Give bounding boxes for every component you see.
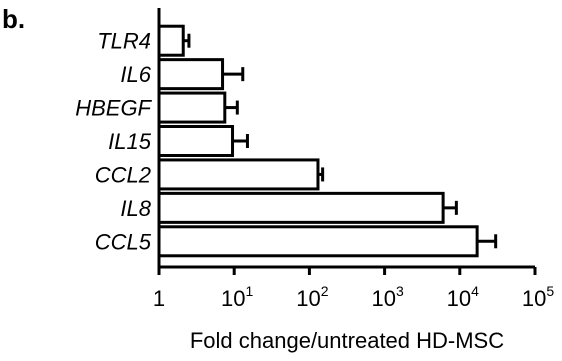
x-tick-label: 104 xyxy=(447,283,479,311)
bar-il8 xyxy=(157,191,445,224)
category-label-il15: IL15 xyxy=(108,129,152,154)
category-label-ccl2: CCL2 xyxy=(95,162,151,187)
bar-ccl5 xyxy=(157,225,479,258)
category-label-ccl5: CCL5 xyxy=(95,229,152,254)
bars-layer xyxy=(157,24,498,258)
category-label-tlr4: TLR4 xyxy=(97,29,151,54)
x-axis-title: Fold change/untreated HD-MSC xyxy=(190,328,504,353)
x-tick-label: 102 xyxy=(296,283,328,311)
x-tick-label: 105 xyxy=(522,283,554,311)
x-tick-label: 101 xyxy=(221,283,253,311)
category-label-il6: IL6 xyxy=(120,62,151,87)
x-axis: 1 101 102 103 104 105 xyxy=(153,8,554,311)
panel-label: b. xyxy=(2,4,25,34)
bar-hbegf xyxy=(157,91,227,124)
category-label-hbegf: HBEGF xyxy=(75,96,152,121)
x-tick-label: 1 xyxy=(153,286,165,311)
bar-tlr4 xyxy=(157,24,185,57)
category-labels: TLR4 IL6 HBEGF IL15 CCL2 IL8 CCL5 xyxy=(75,29,152,255)
category-label-il8: IL8 xyxy=(120,196,151,221)
x-tick-label: 103 xyxy=(371,283,403,311)
bar-ccl2 xyxy=(157,158,320,191)
bar-il6 xyxy=(157,58,225,91)
bar-il15 xyxy=(157,125,235,157)
